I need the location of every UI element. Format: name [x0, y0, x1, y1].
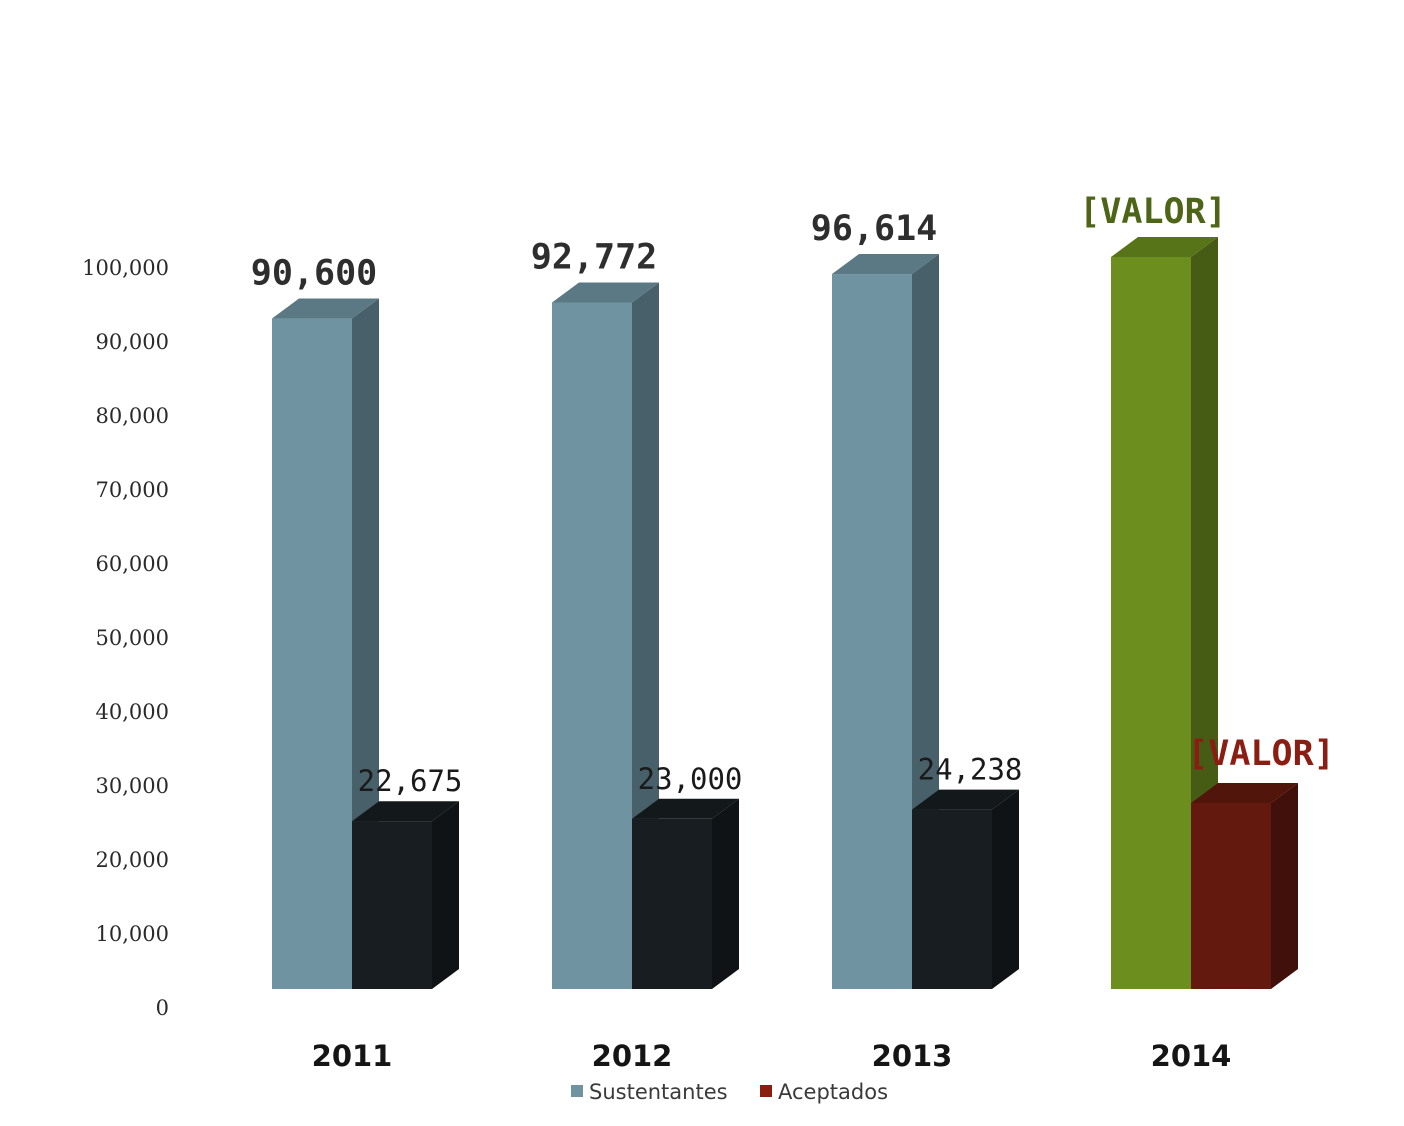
y-axis: 0 10,000 20,000 30,000 40,000 50,000 60,000 70,… [82, 256, 169, 1020]
legend: Sustentantes Aceptados [571, 1080, 888, 1104]
y-tick-label: 60,000 [96, 552, 169, 576]
bar-front [912, 809, 992, 989]
bar-top [832, 254, 939, 275]
y-tick-label: 70,000 [96, 478, 169, 502]
legend-swatch-sustentantes [571, 1085, 583, 1097]
y-tick-label: 30,000 [96, 774, 169, 798]
bar-aceptados [632, 798, 739, 989]
bar-top [632, 798, 739, 819]
bar-front [272, 318, 352, 989]
y-tick-label: 20,000 [96, 848, 169, 872]
bar-front [1191, 803, 1271, 989]
bar-side [432, 801, 459, 989]
x-tick-label: 2013 [872, 1039, 953, 1073]
x-tick-label: 2011 [312, 1039, 393, 1073]
bar-side [992, 789, 1019, 989]
y-tick-label: 40,000 [96, 700, 169, 724]
bar-top [552, 282, 659, 303]
y-tick-label: 10,000 [96, 922, 169, 946]
bar-aceptados [1191, 783, 1298, 989]
bar-top [352, 801, 459, 822]
bar-aceptados [912, 789, 1019, 989]
bar-front [832, 274, 912, 989]
bar-front [352, 821, 432, 989]
data-label-aceptados: [VALOR] [1187, 734, 1335, 774]
y-tick-label: 90,000 [96, 330, 169, 354]
data-label-aceptados: 22,675 [358, 764, 463, 798]
legend-label-aceptados: Aceptados [778, 1080, 888, 1104]
bar-side [1271, 783, 1298, 989]
legend-label-sustentantes: Sustentantes [589, 1080, 728, 1104]
data-label-aceptados: 24,238 [918, 753, 1023, 787]
bar-front [1111, 257, 1191, 989]
y-tick-label: 80,000 [96, 404, 169, 428]
y-tick-label: 100,000 [82, 256, 169, 280]
data-labels: 90,600 22,675 92,772 23,000 96,614 24,238 [VAL… [251, 192, 1335, 798]
y-tick-label: 0 [156, 996, 169, 1020]
data-label-sustentantes: 90,600 [251, 254, 377, 294]
bar-top [1191, 783, 1298, 803]
bar-sustentantes [1111, 237, 1218, 989]
bar-front [632, 818, 712, 989]
data-label-sustentantes: 92,772 [531, 237, 657, 277]
bar-top [272, 298, 379, 319]
x-axis: 2011 2012 2013 2014 [312, 1039, 1232, 1073]
bar-sustentantes [552, 282, 659, 990]
bar-top [1111, 237, 1218, 257]
bar-front [552, 302, 632, 990]
data-label-sustentantes: [VALOR] [1079, 192, 1227, 232]
x-tick-label: 2012 [592, 1039, 673, 1073]
bars [272, 237, 1298, 990]
bar-aceptados [352, 801, 459, 989]
legend-swatch-aceptados [760, 1085, 772, 1097]
bar-side [712, 798, 739, 989]
bar-top [912, 789, 1019, 810]
x-tick-label: 2014 [1151, 1039, 1232, 1073]
data-label-aceptados: 23,000 [638, 762, 743, 796]
data-label-sustentantes: 96,614 [811, 209, 937, 249]
y-tick-label: 50,000 [96, 626, 169, 650]
